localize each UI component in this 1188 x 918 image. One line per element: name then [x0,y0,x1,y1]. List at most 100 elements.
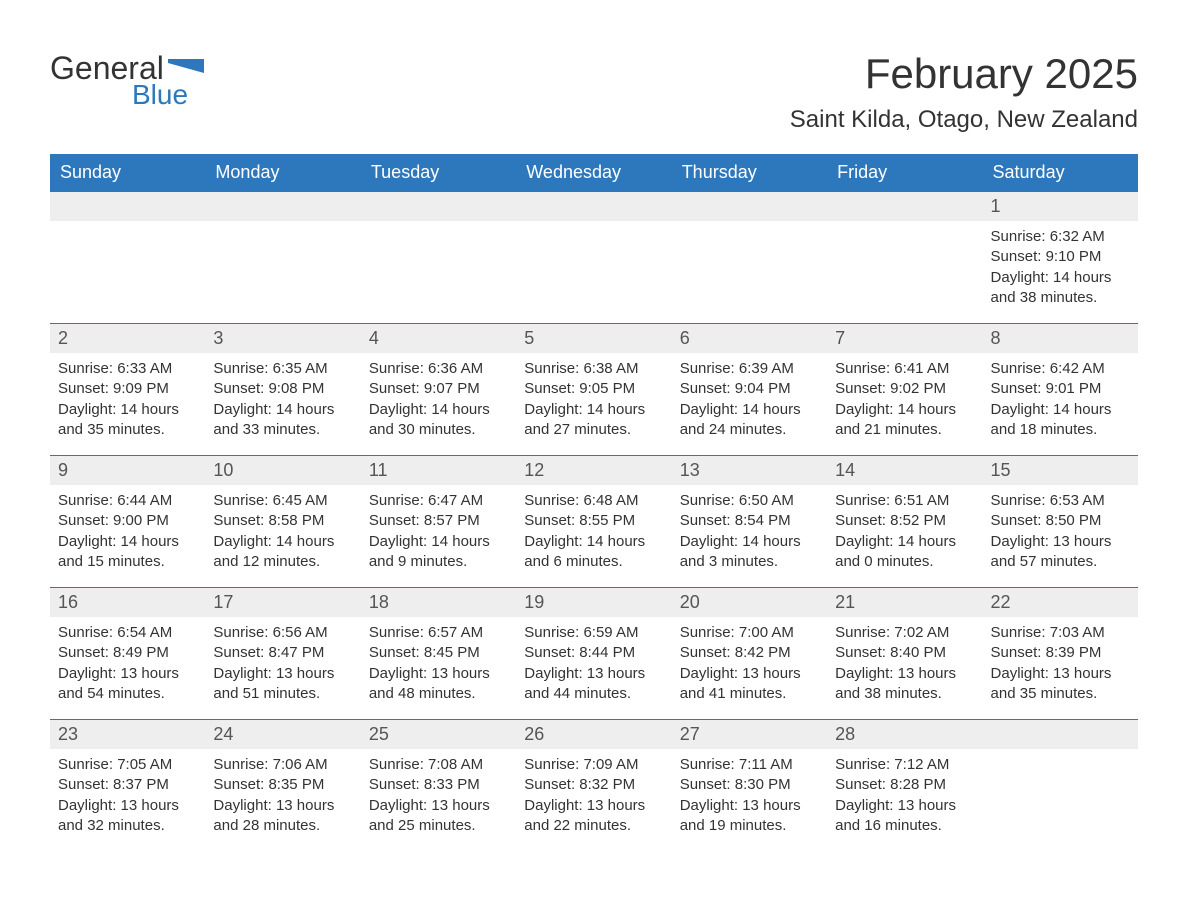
calendar-cell: 10Sunrise: 6:45 AMSunset: 8:58 PMDayligh… [205,455,360,587]
daylight-text: Daylight: 14 hours and 35 minutes. [58,400,197,441]
day-number-empty [516,192,671,221]
calendar-cell: 1Sunrise: 6:32 AMSunset: 9:10 PMDaylight… [983,191,1138,323]
sunset-text: Sunset: 8:35 PM [213,775,352,795]
daylight-text: Daylight: 14 hours and 33 minutes. [213,400,352,441]
sunset-text: Sunset: 8:28 PM [835,775,974,795]
sunset-text: Sunset: 8:45 PM [369,643,508,663]
day-number: 10 [205,456,360,485]
sunset-text: Sunset: 8:58 PM [213,511,352,531]
daylight-text: Daylight: 13 hours and 54 minutes. [58,664,197,705]
sunrise-text: Sunrise: 6:48 AM [524,491,663,511]
day-number: 27 [672,720,827,749]
day-details: Sunrise: 7:11 AMSunset: 8:30 PMDaylight:… [672,749,827,846]
day-details: Sunrise: 7:03 AMSunset: 8:39 PMDaylight:… [983,617,1138,714]
day-number-empty [983,720,1138,749]
sunrise-text: Sunrise: 7:03 AM [991,623,1130,643]
brand-logo: General Blue [50,50,204,111]
title-block: February 2025 Saint Kilda, Otago, New Ze… [790,50,1138,134]
calendar-cell [516,191,671,323]
sunrise-text: Sunrise: 6:36 AM [369,359,508,379]
calendar-week-row: 2Sunrise: 6:33 AMSunset: 9:09 PMDaylight… [50,323,1138,455]
sunset-text: Sunset: 9:08 PM [213,379,352,399]
sunset-text: Sunset: 9:09 PM [58,379,197,399]
sunrise-text: Sunrise: 6:50 AM [680,491,819,511]
weekday-header: Sunday [50,154,205,191]
calendar-week-row: 16Sunrise: 6:54 AMSunset: 8:49 PMDayligh… [50,587,1138,719]
daylight-text: Daylight: 14 hours and 24 minutes. [680,400,819,441]
sunset-text: Sunset: 8:44 PM [524,643,663,663]
sunrise-text: Sunrise: 6:47 AM [369,491,508,511]
day-details: Sunrise: 6:42 AMSunset: 9:01 PMDaylight:… [983,353,1138,450]
day-details: Sunrise: 6:50 AMSunset: 8:54 PMDaylight:… [672,485,827,582]
day-number: 28 [827,720,982,749]
day-number: 19 [516,588,671,617]
daylight-text: Daylight: 14 hours and 30 minutes. [369,400,508,441]
day-number: 12 [516,456,671,485]
day-number: 16 [50,588,205,617]
calendar-cell: 21Sunrise: 7:02 AMSunset: 8:40 PMDayligh… [827,587,982,719]
daylight-text: Daylight: 13 hours and 48 minutes. [369,664,508,705]
day-number: 23 [50,720,205,749]
daylight-text: Daylight: 14 hours and 0 minutes. [835,532,974,573]
calendar-cell [827,191,982,323]
daylight-text: Daylight: 13 hours and 44 minutes. [524,664,663,705]
day-number: 11 [361,456,516,485]
sunrise-text: Sunrise: 7:09 AM [524,755,663,775]
day-details: Sunrise: 6:51 AMSunset: 8:52 PMDaylight:… [827,485,982,582]
sunset-text: Sunset: 9:02 PM [835,379,974,399]
day-details: Sunrise: 6:32 AMSunset: 9:10 PMDaylight:… [983,221,1138,318]
sunset-text: Sunset: 8:39 PM [991,643,1130,663]
day-number: 15 [983,456,1138,485]
sunrise-text: Sunrise: 6:57 AM [369,623,508,643]
day-number-empty [361,192,516,221]
calendar-cell: 26Sunrise: 7:09 AMSunset: 8:32 PMDayligh… [516,719,671,851]
sunrise-text: Sunrise: 6:32 AM [991,227,1130,247]
calendar-cell: 9Sunrise: 6:44 AMSunset: 9:00 PMDaylight… [50,455,205,587]
calendar-cell: 7Sunrise: 6:41 AMSunset: 9:02 PMDaylight… [827,323,982,455]
daylight-text: Daylight: 14 hours and 18 minutes. [991,400,1130,441]
calendar-cell: 17Sunrise: 6:56 AMSunset: 8:47 PMDayligh… [205,587,360,719]
day-details: Sunrise: 7:08 AMSunset: 8:33 PMDaylight:… [361,749,516,846]
sunset-text: Sunset: 8:30 PM [680,775,819,795]
day-number: 21 [827,588,982,617]
calendar-table: SundayMondayTuesdayWednesdayThursdayFrid… [50,154,1138,851]
day-details: Sunrise: 7:12 AMSunset: 8:28 PMDaylight:… [827,749,982,846]
calendar-cell: 27Sunrise: 7:11 AMSunset: 8:30 PMDayligh… [672,719,827,851]
day-details: Sunrise: 7:02 AMSunset: 8:40 PMDaylight:… [827,617,982,714]
day-details: Sunrise: 6:41 AMSunset: 9:02 PMDaylight:… [827,353,982,450]
day-details: Sunrise: 6:36 AMSunset: 9:07 PMDaylight:… [361,353,516,450]
day-number: 8 [983,324,1138,353]
sunset-text: Sunset: 9:01 PM [991,379,1130,399]
day-number: 17 [205,588,360,617]
day-details: Sunrise: 6:47 AMSunset: 8:57 PMDaylight:… [361,485,516,582]
day-details: Sunrise: 6:35 AMSunset: 9:08 PMDaylight:… [205,353,360,450]
calendar-cell: 8Sunrise: 6:42 AMSunset: 9:01 PMDaylight… [983,323,1138,455]
sunset-text: Sunset: 8:50 PM [991,511,1130,531]
day-details: Sunrise: 6:48 AMSunset: 8:55 PMDaylight:… [516,485,671,582]
day-number-empty [205,192,360,221]
sunset-text: Sunset: 9:07 PM [369,379,508,399]
day-details: Sunrise: 6:59 AMSunset: 8:44 PMDaylight:… [516,617,671,714]
day-number: 24 [205,720,360,749]
daylight-text: Daylight: 13 hours and 16 minutes. [835,796,974,837]
sunset-text: Sunset: 8:33 PM [369,775,508,795]
weekday-header: Wednesday [516,154,671,191]
day-number-empty [50,192,205,221]
sunrise-text: Sunrise: 6:42 AM [991,359,1130,379]
daylight-text: Daylight: 13 hours and 35 minutes. [991,664,1130,705]
day-details: Sunrise: 6:38 AMSunset: 9:05 PMDaylight:… [516,353,671,450]
day-number: 13 [672,456,827,485]
day-number: 20 [672,588,827,617]
daylight-text: Daylight: 14 hours and 21 minutes. [835,400,974,441]
sunset-text: Sunset: 8:54 PM [680,511,819,531]
calendar-cell: 2Sunrise: 6:33 AMSunset: 9:09 PMDaylight… [50,323,205,455]
sunrise-text: Sunrise: 6:51 AM [835,491,974,511]
sunrise-text: Sunrise: 6:54 AM [58,623,197,643]
sunrise-text: Sunrise: 7:05 AM [58,755,197,775]
calendar-cell [205,191,360,323]
calendar-cell: 25Sunrise: 7:08 AMSunset: 8:33 PMDayligh… [361,719,516,851]
day-number: 22 [983,588,1138,617]
calendar-cell: 15Sunrise: 6:53 AMSunset: 8:50 PMDayligh… [983,455,1138,587]
calendar-cell: 12Sunrise: 6:48 AMSunset: 8:55 PMDayligh… [516,455,671,587]
calendar-cell: 22Sunrise: 7:03 AMSunset: 8:39 PMDayligh… [983,587,1138,719]
